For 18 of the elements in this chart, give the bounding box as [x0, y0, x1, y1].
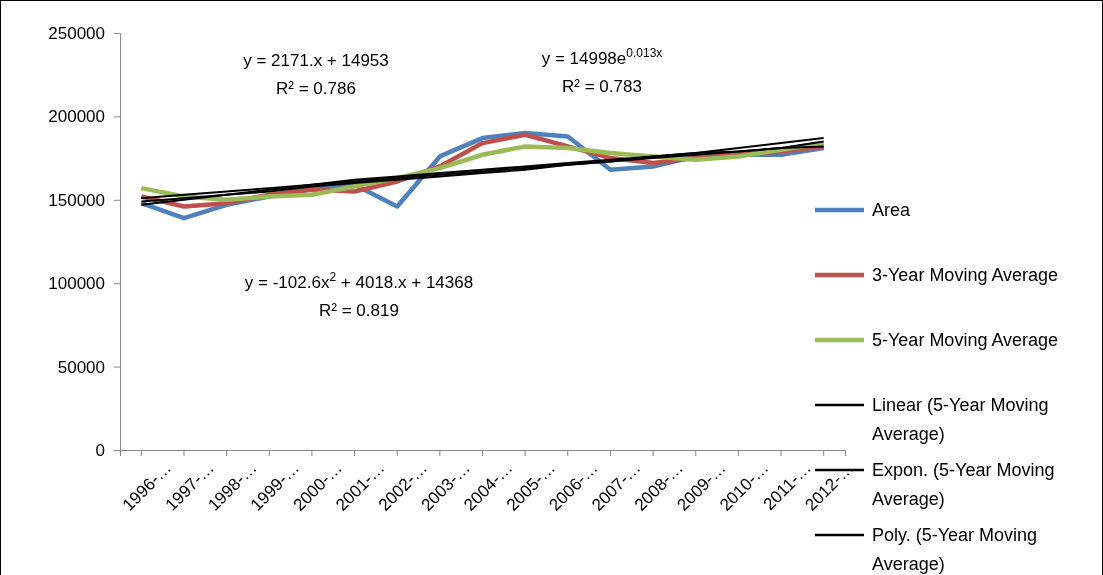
y-tick-label: 250000: [48, 23, 105, 43]
y-tick-label: 200000: [48, 107, 105, 127]
annotation: R² = 0.819: [319, 301, 399, 320]
annotation: y = 14998e$^{0.013x}$: [541, 46, 663, 68]
y-tick-label: 100000: [48, 274, 105, 294]
legend-label: Expon. (5-Year Moving Average): [872, 460, 1055, 509]
annotation: y = -102.6x$^{2}$ + 4018.x + 14368: [244, 270, 474, 292]
legend-label: Poly. (5-Year Moving Average): [872, 525, 1038, 574]
annotation: R² = 0.783: [562, 77, 642, 96]
legend-label: Linear (5-Year Moving Average): [872, 395, 1049, 444]
annotation: R² = 0.786: [276, 79, 356, 98]
legend-label: Area: [872, 200, 912, 220]
y-tick-label: 50000: [57, 357, 105, 377]
legend-label: 3-Year Moving Average: [872, 265, 1059, 285]
y-tick-label: 0: [95, 440, 105, 460]
y-tick-label: 150000: [48, 190, 105, 210]
annotation: y = 2171.x + 14953: [243, 51, 389, 70]
legend-label: 5-Year Moving Average: [872, 330, 1059, 350]
